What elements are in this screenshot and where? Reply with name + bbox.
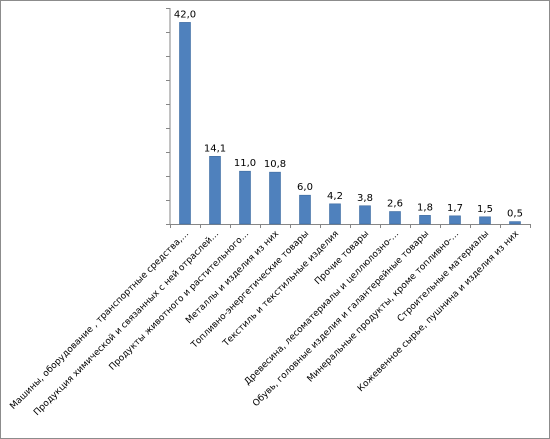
bar	[209, 156, 221, 225]
bar	[479, 216, 491, 225]
data-label: 2,6	[387, 199, 403, 210]
bar	[179, 22, 191, 225]
data-label: 4,2	[327, 191, 343, 202]
bar	[449, 215, 461, 225]
data-label: 1,7	[447, 203, 463, 214]
data-label: 11,0	[234, 158, 256, 169]
data-label: 42,0	[174, 9, 196, 20]
bar	[419, 215, 431, 225]
data-label-layer: 42,0 14,1 11,0 10,8 6,0 4,2 3,8 2,6 1,8 1,7 1,5 0,5	[174, 9, 523, 219]
category-tick-label: Продукты животного и растительного…	[107, 229, 251, 373]
data-label: 1,5	[477, 204, 493, 215]
data-label: 10,8	[264, 159, 286, 170]
bar	[329, 203, 341, 225]
category-tick-label-layer: Машины, оборудование , транспортные сред…	[8, 229, 521, 418]
data-label: 0,5	[507, 209, 523, 220]
bar-layer	[179, 22, 521, 225]
bar	[509, 221, 521, 225]
data-label: 3,8	[357, 193, 373, 204]
data-label: 6,0	[297, 182, 313, 193]
bar	[389, 211, 401, 225]
category-tick-label: Прочие товары	[313, 229, 371, 287]
bar	[239, 170, 251, 225]
data-label: 1,8	[417, 202, 433, 213]
data-label: 14,1	[204, 143, 226, 154]
bar	[299, 194, 311, 225]
bar	[269, 171, 281, 225]
axis-layer	[166, 8, 531, 228]
bar	[359, 205, 371, 225]
